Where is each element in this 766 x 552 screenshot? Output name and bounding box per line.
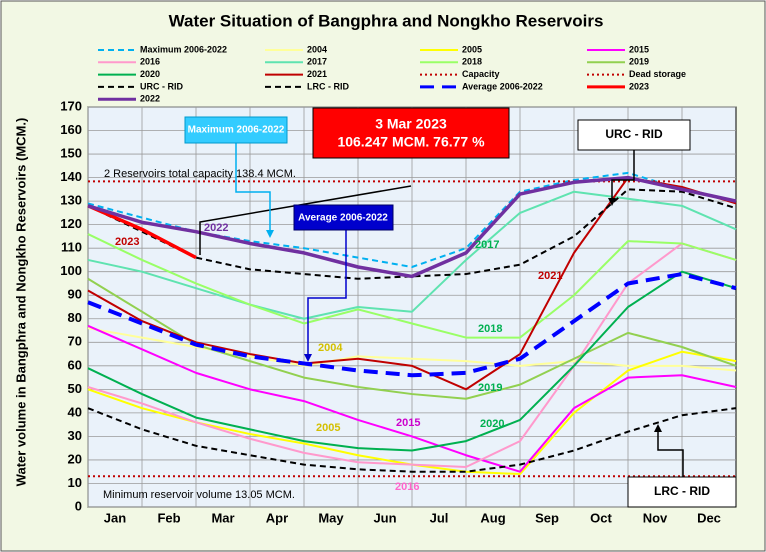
x-tick-label: Apr (266, 510, 288, 525)
x-tick-label: Oct (590, 510, 612, 525)
y-tick-label: 120 (60, 216, 82, 231)
lrc-box (627, 476, 737, 508)
series-annotation: 2016 (395, 481, 419, 493)
callout-box (312, 107, 510, 159)
connector (657, 428, 684, 477)
x-tick-label: Dec (697, 510, 721, 525)
x-tick-label: May (318, 510, 344, 525)
series-annotation: 2021 (538, 270, 562, 282)
y-tick-label: 20 (68, 451, 82, 466)
connector (199, 185, 412, 255)
arrowhead (304, 354, 312, 362)
series-line (87, 233, 737, 339)
legend-label: 2005 (462, 44, 482, 54)
x-tick-label: Nov (643, 510, 668, 525)
legend-label: Dead storage (629, 69, 686, 79)
y-tick-label: 70 (68, 334, 82, 349)
y-tick-label: 60 (68, 357, 82, 372)
series-annotation: 2017 (475, 239, 499, 251)
chart-title: Water Situation of Bangphra and Nongkho … (169, 11, 604, 30)
series-line (87, 204, 197, 260)
legend-label: Capacity (462, 69, 500, 79)
legend-label: 2022 (140, 94, 160, 104)
legend-label: Average 2006-2022 (462, 81, 543, 91)
avg-box-label: Average 2006-2022 (298, 213, 388, 224)
max-box-label: Maximum 2006-2022 (188, 125, 285, 136)
connector (307, 230, 347, 360)
series-annotation: 2020 (480, 418, 504, 430)
y-tick-label: 50 (68, 381, 82, 396)
legend-label: LRC - RID (307, 81, 349, 91)
y-axis-label: Water volume in Bangphra and Nongkho Res… (13, 118, 28, 487)
y-tick-label: 30 (68, 428, 82, 443)
y-tick-label: 100 (60, 263, 82, 278)
x-tick-label: Jan (104, 510, 126, 525)
dead-storage-note: Minimum reservoir volume 13.05 MCM. (103, 489, 295, 501)
series-line (87, 272, 737, 378)
legend-label: URC - RID (140, 81, 183, 91)
callout-date: 3 Mar 2023 (375, 116, 447, 132)
series-annotation: 2015 (396, 417, 420, 429)
avg-box (293, 204, 394, 231)
arrowhead (266, 230, 274, 238)
series-line (87, 175, 737, 279)
series-annotation: 2022 (204, 222, 228, 234)
y-tick-label: 130 (60, 193, 82, 208)
connector (235, 143, 271, 236)
x-tick-label: Feb (157, 510, 180, 525)
series-line (87, 270, 737, 452)
legend-label: 2020 (140, 69, 160, 79)
legend-label: 2015 (629, 44, 649, 54)
y-tick-label: 80 (68, 310, 82, 325)
connector (611, 150, 635, 203)
y-tick-label: 0 (75, 498, 82, 513)
x-tick-label: Mar (211, 510, 234, 525)
series-line (87, 190, 737, 320)
series-line (87, 407, 737, 473)
y-tick-label: 90 (68, 287, 82, 302)
urc-box (577, 119, 691, 151)
series-line (87, 327, 737, 372)
y-tick-label: 110 (61, 240, 82, 255)
y-tick-label: 40 (68, 404, 82, 419)
series-annotation: 2019 (478, 382, 502, 394)
x-tick-label: Aug (480, 510, 505, 525)
arrowhead (654, 424, 662, 432)
y-tick-label: 10 (68, 475, 82, 490)
y-tick-label: 170 (60, 98, 82, 113)
capacity-note: 2 Reservoirs total capacity 138.4 MCM. (104, 168, 296, 180)
legend-label: Maximum 2006-2022 (140, 44, 227, 54)
series-annotation: 2018 (478, 323, 502, 335)
series-line (87, 324, 737, 473)
y-tick-label: 150 (60, 145, 82, 160)
legend-label: 2021 (307, 69, 327, 79)
arrowhead (608, 198, 616, 206)
legend-label: 2018 (462, 57, 482, 67)
legend-label: 2016 (140, 57, 160, 67)
legend-label: 2023 (629, 81, 649, 91)
series-annotation: 2023 (115, 236, 139, 248)
lrc-box-label: LRC - RID (654, 484, 710, 498)
max-box (184, 116, 288, 144)
callout-text: 106.247 MCM. 76.77 % (337, 134, 485, 150)
x-tick-label: Jul (430, 510, 449, 525)
y-tick-label: 160 (60, 122, 82, 137)
legend-label: 2017 (307, 57, 327, 67)
x-tick-label: Jun (373, 510, 396, 525)
urc-box-label: URC - RID (605, 127, 663, 141)
legend-label: 2004 (307, 44, 327, 54)
series-annotation: 2005 (316, 422, 340, 434)
x-tick-label: Sep (535, 510, 559, 525)
y-tick-label: 140 (60, 169, 82, 184)
legend-label: 2019 (629, 57, 649, 67)
series-annotation: 2004 (318, 342, 343, 354)
